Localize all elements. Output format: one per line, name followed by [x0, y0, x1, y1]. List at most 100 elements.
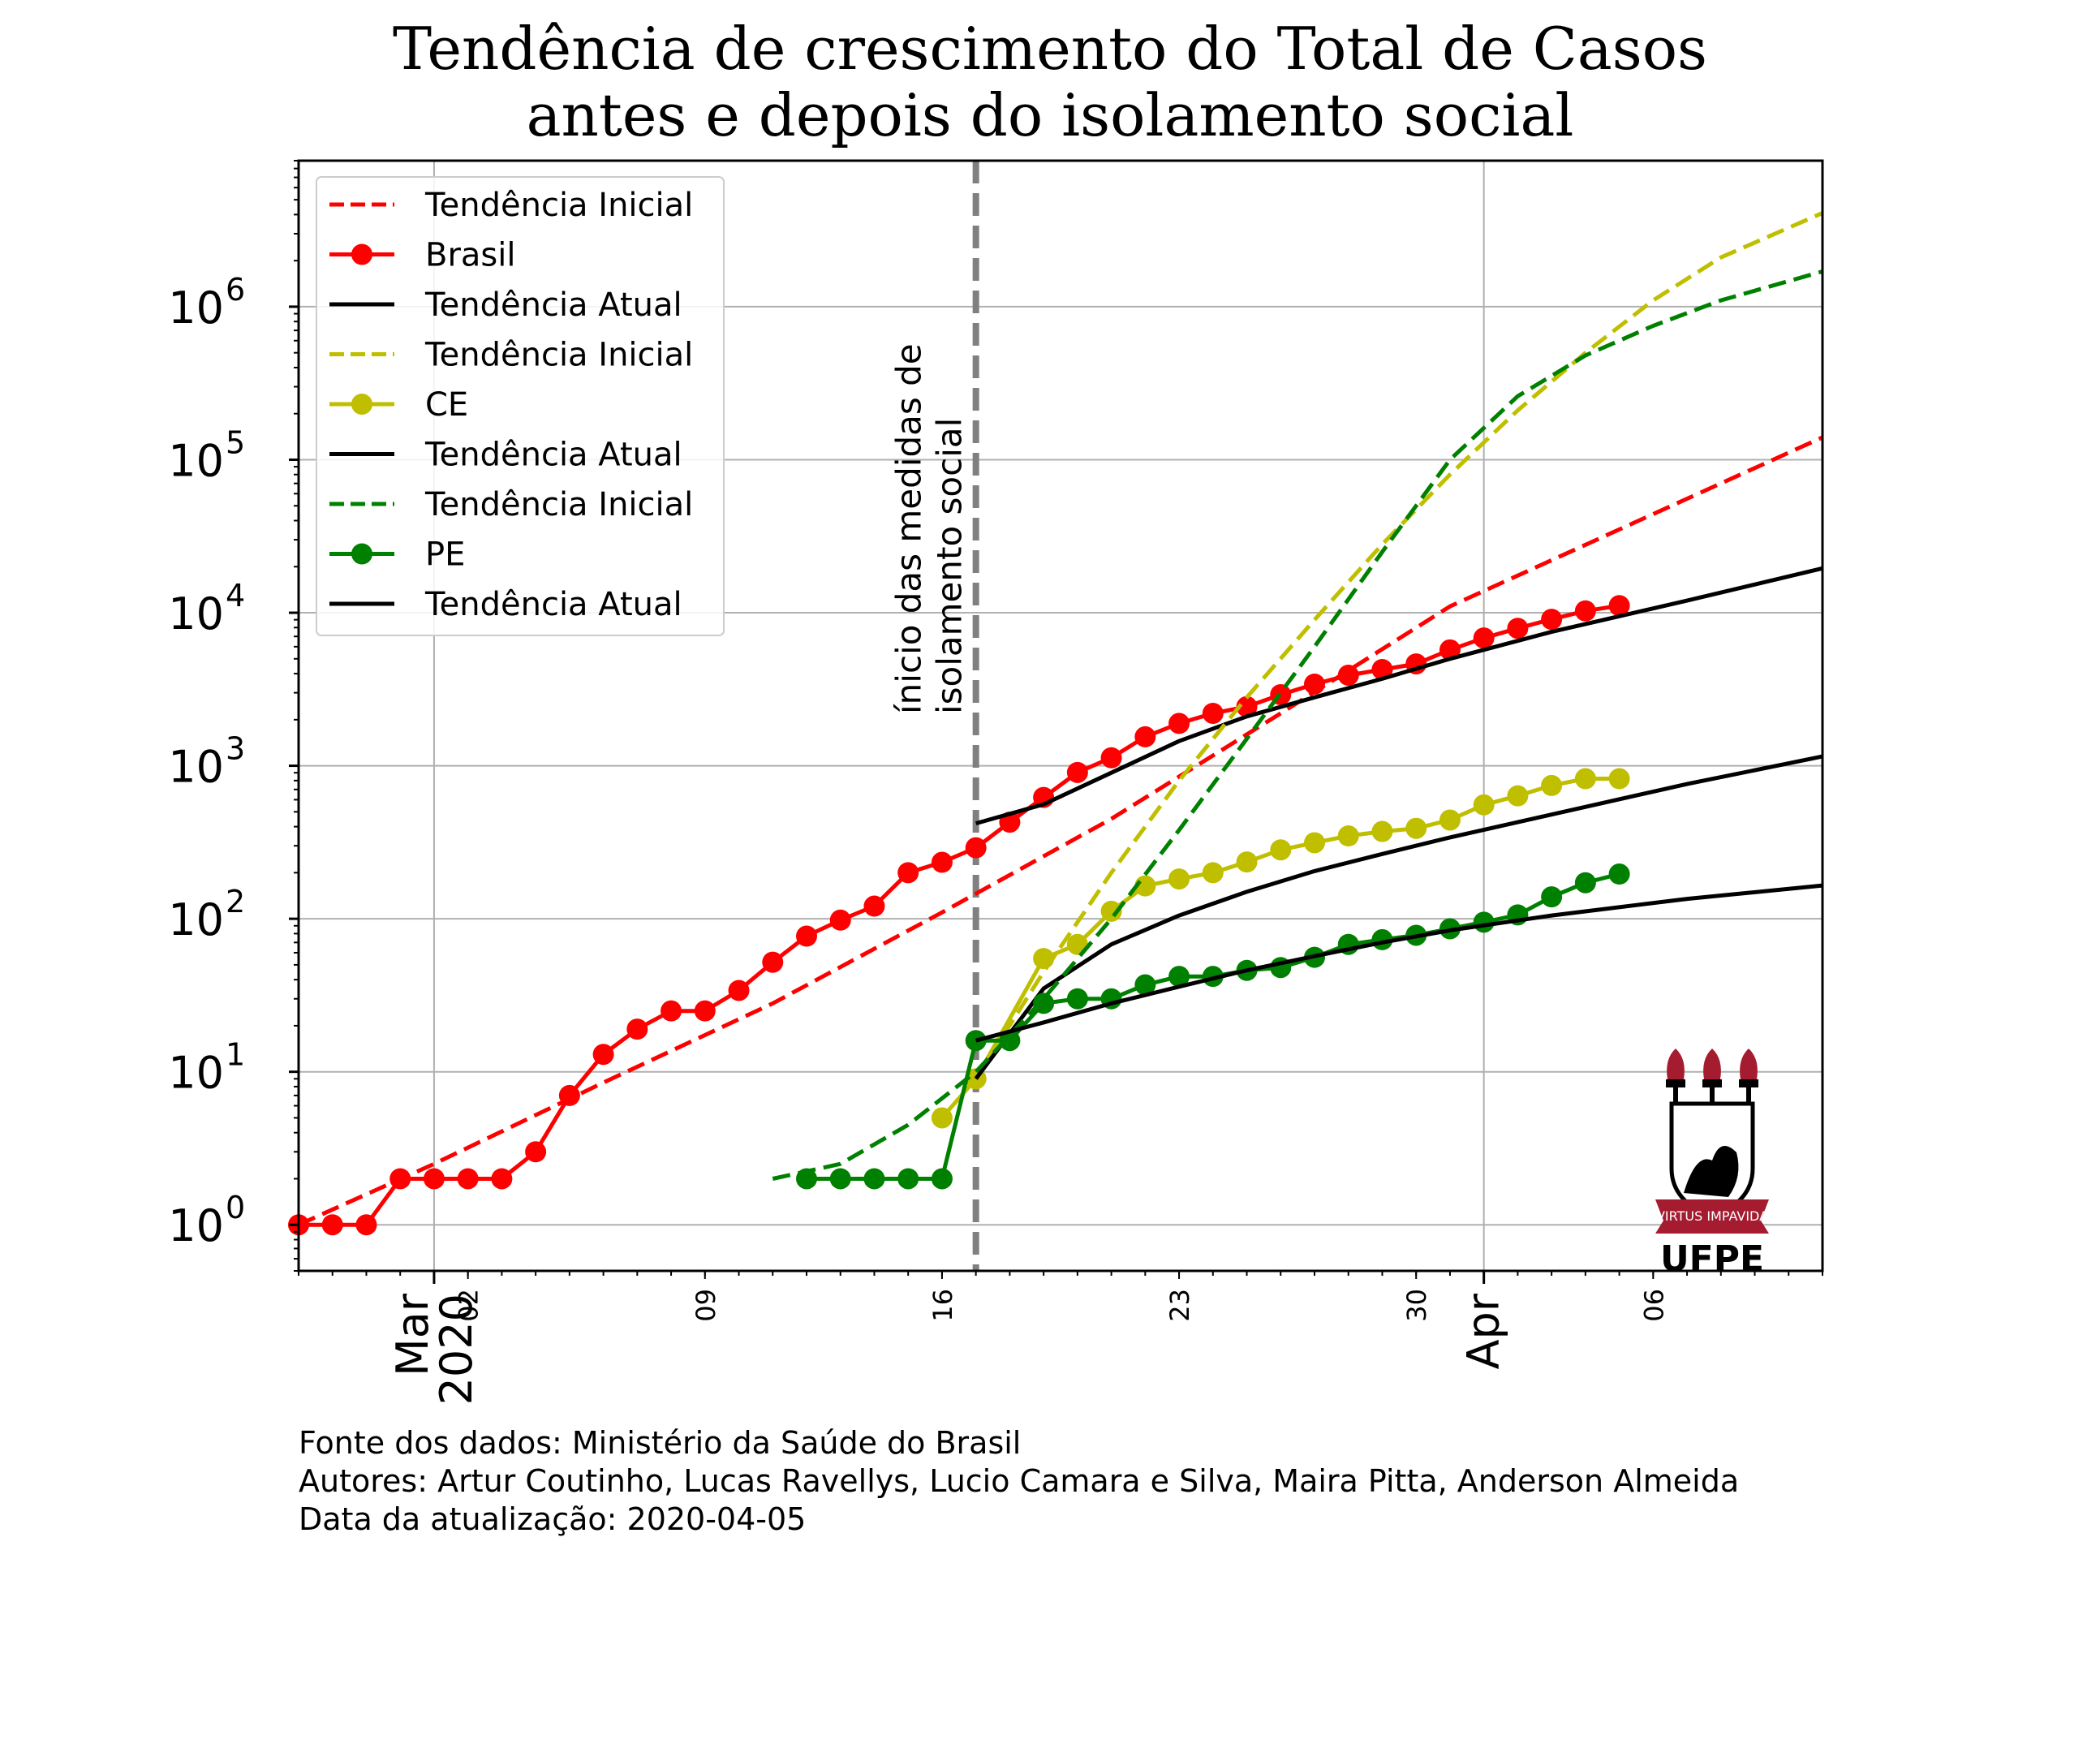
tend-ncia-atual-series-line: [975, 566, 1823, 826]
motto-ribbon: [1655, 1199, 1769, 1234]
brasil-point: [1541, 609, 1563, 631]
legend: Tendência Inicial Brasil Tendência Atual Te…: [316, 176, 725, 636]
brasil-point: [592, 1044, 614, 1066]
vline-annotation-line: isolamento social: [930, 418, 970, 714]
ce-point: [1608, 768, 1630, 790]
brasil-point: [863, 895, 885, 917]
torch-handle-icon: [1673, 1087, 1678, 1115]
brasil-point: [829, 909, 851, 931]
x-major-tick-label-line: Apr: [1458, 1293, 1509, 1369]
brasil-point: [1168, 713, 1190, 734]
brasil-point: [1371, 658, 1393, 680]
brasil-point: [1337, 665, 1359, 687]
y-tick-label: 10: [168, 1200, 224, 1251]
ce-point: [1033, 948, 1055, 970]
brasil-point: [457, 1168, 479, 1190]
pe-point: [965, 1030, 987, 1052]
ce-point: [1202, 862, 1224, 884]
brasil-point: [1608, 595, 1630, 617]
ufpe-logo: VIRTUS IMPAVIDA UFPE: [1655, 1049, 1769, 1280]
x-tick-label: 06: [1638, 1289, 1669, 1322]
ce-point: [1236, 851, 1258, 873]
tend-ncia-atual-series-line: [975, 883, 1823, 1043]
y-tick-label-exponent: 2: [226, 884, 245, 919]
brasil-point: [1507, 618, 1529, 639]
torch-handle-icon: [1710, 1087, 1715, 1115]
pe-point: [931, 1168, 953, 1190]
vline-annotation: ínicio das medidas deisolamento social: [889, 343, 970, 714]
tend-ncia-inicial-series-line: [297, 435, 1824, 1227]
torch-cup-icon: [1702, 1079, 1722, 1087]
pe-point: [1033, 993, 1055, 1014]
y-tick-label: 10: [168, 1048, 224, 1099]
torch-handle-icon: [1746, 1087, 1751, 1115]
isolation-vline: ínicio das medidas deisolamento social: [889, 161, 979, 1271]
x-major-tick-label-line: Mar: [387, 1293, 438, 1376]
pe-point: [1574, 872, 1596, 894]
brasil-point: [931, 851, 953, 873]
ce-point: [1574, 768, 1596, 790]
x-tick-label: 02: [454, 1289, 484, 1322]
x-major-tick-label: Apr: [1458, 1293, 1509, 1369]
logo-name: UFPE: [1660, 1238, 1764, 1280]
torch-flame-icon: [1740, 1049, 1758, 1079]
legend-label: Tendência Atual: [424, 586, 682, 623]
torch-flame-icon: [1703, 1049, 1721, 1079]
brasil-point: [423, 1168, 445, 1190]
brasil-point: [355, 1214, 377, 1236]
brasil-point: [558, 1084, 580, 1106]
brasil-point: [762, 951, 784, 973]
tend-ncia-inicial-series-line: [772, 269, 1823, 1181]
y-tick-label-exponent: 5: [226, 424, 245, 460]
pe-point: [1168, 966, 1190, 988]
vline-annotation-line: ínicio das medidas de: [889, 343, 929, 714]
brasil-series-line: [299, 603, 1620, 1227]
y-tick-label-exponent: 1: [226, 1037, 245, 1073]
torch-cup-icon: [1739, 1079, 1758, 1087]
y-tick-label: 10: [168, 282, 224, 334]
brasil-point: [1473, 627, 1495, 649]
ce-point: [1304, 832, 1325, 854]
x-major-tick-label: Mar2020: [387, 1293, 482, 1405]
y-tick-label-exponent: 6: [226, 272, 245, 308]
pe-point: [1541, 886, 1563, 908]
x-tick-label: 16: [927, 1289, 958, 1322]
brasil-point: [728, 980, 750, 1001]
lion-icon: [1684, 1146, 1739, 1197]
brasil-point: [897, 862, 919, 884]
legend-label: Brasil: [425, 237, 515, 274]
y-tick-label: 10: [168, 894, 224, 945]
brasil-point: [321, 1214, 343, 1236]
pe-point: [999, 1030, 1021, 1052]
ce-point: [1168, 868, 1190, 890]
chart-title-line: antes e depois do isolamento social: [527, 81, 1574, 149]
legend-label: Tendência Inicial: [424, 486, 693, 523]
pe-point: [863, 1168, 885, 1190]
pe-series-line: [807, 872, 1620, 1181]
brasil-point: [796, 925, 817, 947]
ce-point: [1371, 820, 1393, 842]
ce-point: [1100, 900, 1122, 922]
y-tick-label-exponent: 0: [226, 1190, 245, 1225]
brasil-point: [1574, 600, 1596, 622]
legend-label: PE: [425, 536, 465, 574]
pe-point: [1473, 911, 1495, 933]
legend-label: Tendência Inicial: [424, 337, 693, 374]
pe-point: [1134, 974, 1156, 996]
pe-point: [897, 1168, 919, 1190]
brasil-point: [694, 1000, 716, 1022]
brasil-point: [389, 1168, 411, 1190]
brasil-point: [1439, 639, 1461, 661]
series-layer: [288, 211, 1824, 1236]
pe-point: [1608, 863, 1630, 885]
y-tick-label: 10: [168, 742, 224, 793]
brasil-point: [1304, 673, 1325, 695]
brasil-point: [1100, 747, 1122, 769]
brasil-point: [525, 1141, 547, 1163]
y-tick-label-exponent: 3: [226, 731, 245, 767]
ce-point: [1270, 839, 1292, 861]
y-tick-label: 10: [168, 435, 224, 486]
ce-point: [1541, 774, 1563, 796]
